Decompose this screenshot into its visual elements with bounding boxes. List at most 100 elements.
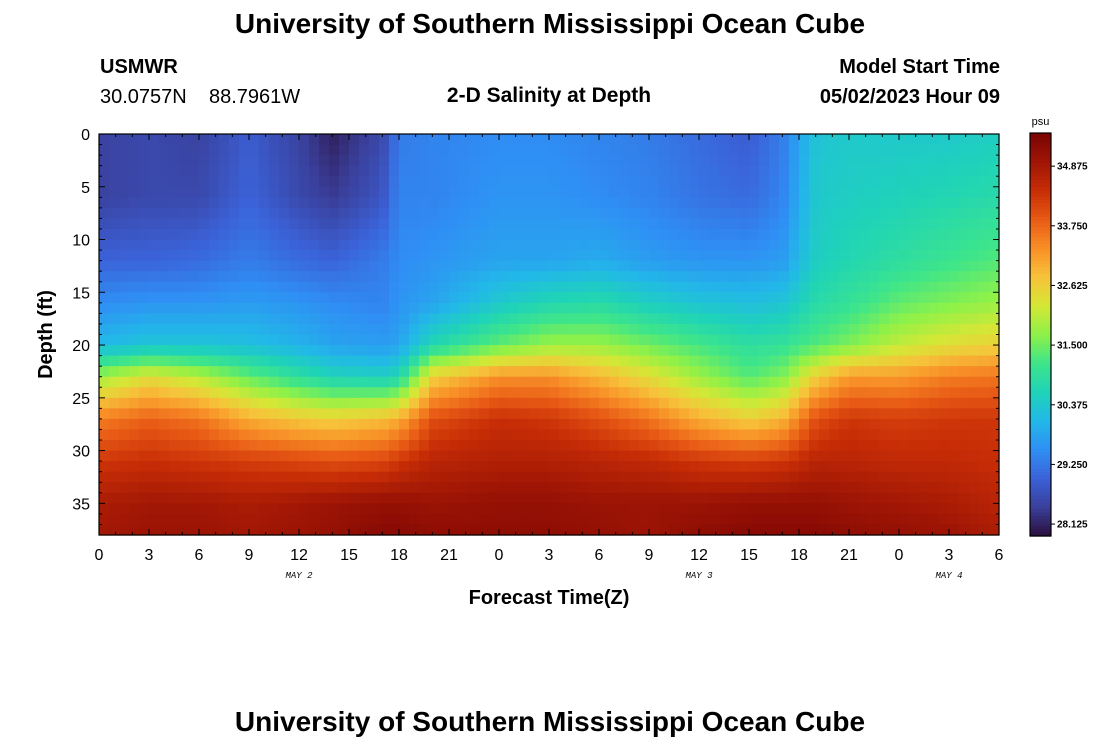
heatmap-cell — [419, 323, 430, 336]
heatmap-cell — [169, 482, 180, 494]
heatmap-cell — [309, 302, 320, 314]
heatmap-cell — [579, 144, 590, 156]
heatmap-cell — [699, 323, 710, 336]
heatmap-cell — [289, 471, 300, 483]
heatmap-cell — [679, 345, 690, 357]
heatmap-cell — [329, 176, 340, 188]
heatmap-cell — [189, 345, 200, 357]
heatmap-cell — [189, 271, 200, 283]
heatmap-cell — [669, 492, 680, 504]
heatmap-cell — [459, 503, 470, 515]
heatmap-cell — [169, 176, 180, 188]
heatmap-cell — [219, 440, 230, 452]
heatmap-cell — [379, 292, 390, 304]
colorbar-slice — [1030, 495, 1051, 500]
heatmap-cell — [249, 492, 260, 504]
heatmap-cell — [659, 387, 670, 399]
heatmap-cell — [869, 250, 880, 262]
heatmap-cell — [159, 250, 170, 262]
heatmap-cell — [749, 144, 760, 156]
heatmap-cell — [959, 228, 970, 241]
heatmap-cell — [129, 334, 140, 346]
heatmap-cell — [599, 524, 610, 536]
heatmap-cell — [749, 397, 760, 409]
heatmap-cell — [119, 207, 130, 220]
heatmap-cell — [249, 197, 260, 209]
heatmap-cell — [699, 387, 710, 399]
heatmap-cell — [749, 323, 760, 336]
heatmap-cell — [969, 218, 980, 230]
heatmap-cell — [479, 503, 490, 515]
heatmap-cell — [179, 334, 190, 346]
heatmap-cell — [249, 376, 260, 388]
heatmap-cell — [929, 418, 940, 431]
heatmap-cell — [289, 418, 300, 431]
heatmap-cell — [519, 155, 530, 167]
heatmap-cell — [389, 513, 400, 526]
heatmap-cell — [139, 440, 150, 452]
heatmap-cell — [429, 513, 440, 526]
heatmap-cell — [369, 503, 380, 515]
heatmap-cell — [369, 313, 380, 325]
heatmap-cell — [509, 323, 520, 336]
heatmap-cell — [789, 155, 800, 167]
heatmap-cell — [229, 144, 240, 156]
date-label: MAY 2 — [285, 571, 313, 581]
heatmap-cell — [189, 366, 200, 378]
colorbar-slice — [1030, 287, 1051, 292]
heatmap-cell — [789, 503, 800, 515]
heatmap-cell — [669, 218, 680, 230]
heatmap-cell — [819, 524, 830, 536]
heatmap-cell — [979, 165, 990, 177]
heatmap-cell — [829, 155, 840, 167]
heatmap-cell — [579, 450, 590, 462]
heatmap-cell — [719, 281, 730, 293]
heatmap-cell — [819, 355, 830, 367]
heatmap-cell — [579, 313, 590, 325]
heatmap-cell — [229, 186, 240, 198]
heatmap-cell — [749, 281, 760, 293]
heatmap-cell — [279, 292, 290, 304]
heatmap-cell — [829, 492, 840, 504]
heatmap-cell — [279, 418, 290, 431]
heatmap-cell — [609, 492, 620, 504]
heatmap-cell — [229, 250, 240, 262]
heatmap-cell — [249, 250, 260, 262]
heatmap-cell — [279, 313, 290, 325]
heatmap-cell — [859, 503, 870, 515]
heatmap-cell — [539, 292, 550, 304]
heatmap-cell — [209, 165, 220, 177]
heatmap-cell — [699, 176, 710, 188]
heatmap-cell — [709, 260, 720, 272]
heatmap-cell — [709, 387, 720, 399]
heatmap-cell — [309, 176, 320, 188]
heatmap-cell — [589, 334, 600, 346]
heatmap-cell — [979, 313, 990, 325]
heatmap-cell — [889, 228, 900, 241]
heatmap-cell — [379, 134, 390, 146]
heatmap-cell — [569, 250, 580, 262]
heatmap-cell — [499, 387, 510, 399]
heatmap-cell — [499, 355, 510, 367]
heatmap-cell — [719, 218, 730, 230]
heatmap-cell — [659, 345, 670, 357]
heatmap-cell — [349, 376, 360, 388]
heatmap-cell — [529, 418, 540, 431]
colorbar-slice — [1030, 435, 1051, 440]
heatmap-cell — [849, 461, 860, 473]
heatmap-cell — [909, 134, 920, 146]
heatmap-cell — [389, 134, 400, 146]
heatmap-cell — [799, 281, 810, 293]
heatmap-cell — [209, 345, 220, 357]
heatmap-cell — [599, 482, 610, 494]
heatmap-cell — [809, 260, 820, 272]
colorbar-slice — [1030, 458, 1051, 463]
heatmap-cell — [299, 134, 310, 146]
heatmap-cell — [559, 450, 570, 462]
heatmap-cell — [239, 144, 250, 156]
heatmap-cell — [719, 271, 730, 283]
heatmap-cell — [859, 482, 870, 494]
heatmap-cell — [769, 366, 780, 378]
heatmap-cell — [829, 292, 840, 304]
heatmap-cell — [369, 228, 380, 241]
